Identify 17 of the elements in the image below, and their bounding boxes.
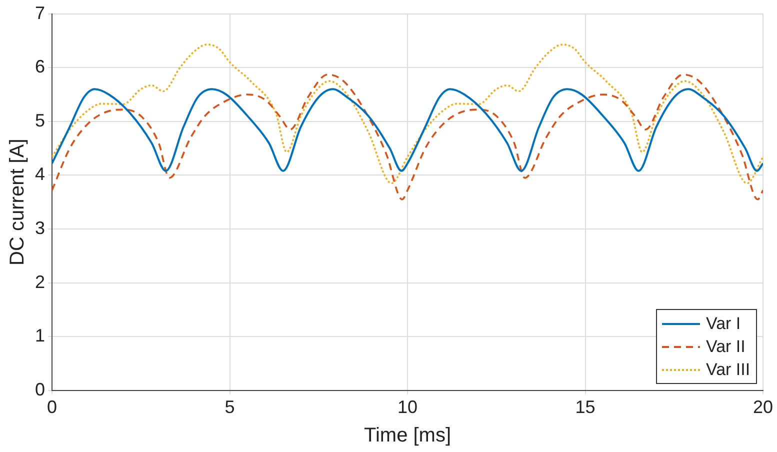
x-tick-label: 5 — [224, 397, 235, 418]
legend-label: Var III — [706, 360, 750, 380]
y-axis-title: DC current [A] — [6, 138, 29, 266]
y-tick-label: 4 — [34, 164, 46, 184]
y-tick-label: 5 — [34, 110, 46, 130]
y-tick-label: 7 — [34, 2, 46, 23]
y-tick-label: 1 — [34, 326, 46, 346]
y-tick-label: 0 — [34, 379, 46, 400]
legend-label: Var II — [706, 336, 746, 357]
x-axis-title: Time [ms] — [364, 424, 452, 447]
y-tick-label: 6 — [34, 56, 46, 77]
y-tick-label: 2 — [34, 272, 46, 292]
legend-label: Var I — [706, 314, 741, 334]
y-tick-label: 3 — [34, 218, 46, 238]
x-tick-label: 20 — [752, 397, 774, 418]
x-tick-label: 15 — [575, 397, 596, 418]
x-tick-label: 10 — [397, 397, 418, 418]
